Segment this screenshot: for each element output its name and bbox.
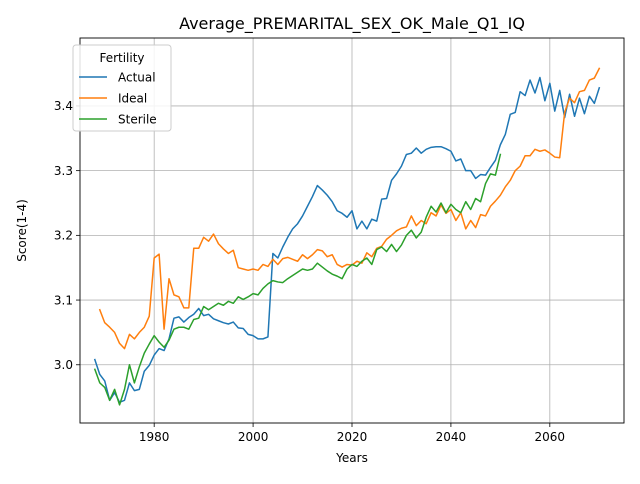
y-axis-label: Score(1-4) [15,199,29,262]
legend-label-actual: Actual [118,70,156,84]
legend-title: Fertility [99,51,144,65]
y-axis-ticks: 3.0 3.1 3.2 3.3 3.4 [54,99,80,372]
x-tick-label: 2040 [436,430,467,444]
x-tick-label: 2020 [337,430,368,444]
y-tick-label: 3.3 [54,164,73,178]
grid [80,38,624,423]
y-tick-label: 3.4 [54,99,73,113]
chart-title: Average_PREMARITAL_SEX_OK_Male_Q1_IQ [179,14,525,34]
legend-label-ideal: Ideal [118,91,147,105]
x-axis-label: Years [335,451,368,465]
series-line-actual [93,76,601,404]
series-line-ideal [98,67,601,350]
y-tick-label: 3.0 [54,358,73,372]
legend-box [72,44,172,132]
series-line-sterile [93,153,502,406]
legend-items: Actual Ideal Sterile [79,70,157,126]
series-lines [93,67,601,406]
x-tick-label: 2000 [238,430,269,444]
legend-label-sterile: Sterile [118,112,157,126]
x-tick-label: 1980 [139,430,170,444]
legend: Fertility Actual Ideal Sterile [72,44,172,132]
x-tick-label: 2060 [535,430,566,444]
y-tick-label: 3.1 [54,293,73,307]
x-axis-ticks: 1980 2000 2020 2040 2060 [139,423,565,444]
y-tick-label: 3.2 [54,229,73,243]
